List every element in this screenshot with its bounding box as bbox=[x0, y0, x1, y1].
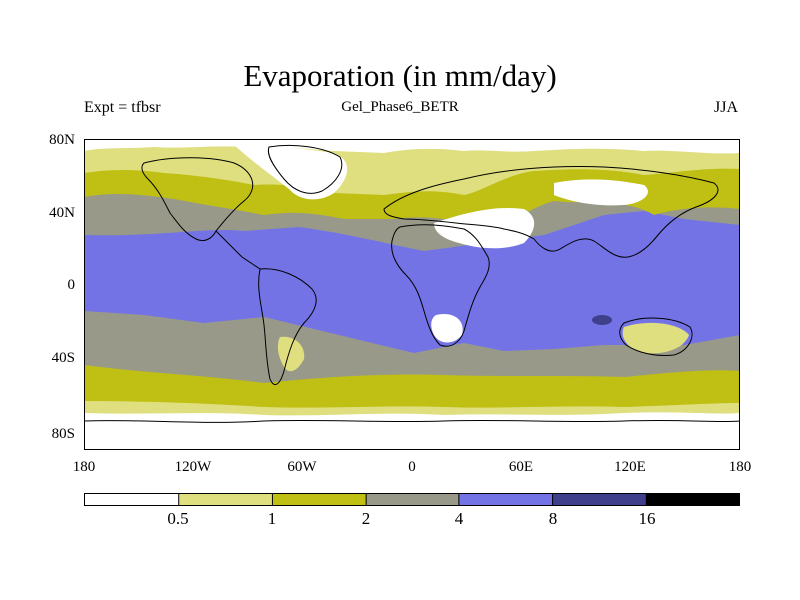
lat-label: 80S bbox=[51, 426, 75, 442]
colorbar-label: 1 bbox=[267, 509, 277, 528]
evaporation-map bbox=[84, 139, 740, 450]
colorbar-label: 16 bbox=[638, 509, 656, 528]
lon-label: 180 bbox=[728, 459, 752, 475]
colorbar-swatch bbox=[178, 494, 273, 505]
greenland-low bbox=[234, 144, 348, 200]
central-america-outline bbox=[215, 230, 261, 270]
lat-label: 80N bbox=[49, 132, 75, 148]
eurasia-outline bbox=[383, 166, 719, 258]
australia-outline bbox=[619, 317, 693, 356]
antarctica-outline bbox=[84, 419, 740, 423]
colorbar-label: 2 bbox=[361, 509, 371, 528]
sahara-arabia-low bbox=[434, 207, 535, 249]
coastlines bbox=[84, 144, 740, 423]
africa-outline bbox=[391, 224, 490, 347]
northern-lowest-band bbox=[84, 139, 740, 154]
australia-low bbox=[622, 322, 689, 354]
colorbar-label: 8 bbox=[548, 509, 558, 528]
colorbar-label: 0.5 bbox=[167, 509, 189, 528]
map-title: Evaporation (in mm/day) bbox=[243, 58, 557, 93]
lon-label: 60W bbox=[287, 459, 317, 475]
colorbar-swatch bbox=[646, 494, 739, 505]
colorbar-swatch bbox=[85, 494, 179, 505]
colorbar-swatch bbox=[272, 494, 367, 505]
map-frame bbox=[84, 139, 740, 450]
greenland-outline bbox=[267, 144, 343, 194]
colorbar-label: 4 bbox=[454, 509, 464, 528]
lon-label: 60E bbox=[508, 459, 534, 475]
south-america-outline bbox=[258, 268, 317, 386]
season-label: JJA bbox=[713, 99, 738, 116]
colorbar-swatch bbox=[366, 494, 459, 505]
experiment-label: Expt = tfbsr bbox=[84, 99, 161, 116]
lon-label: 120E bbox=[614, 459, 646, 475]
colorbar-swatch bbox=[458, 494, 553, 505]
south-america-low bbox=[277, 336, 305, 372]
lat-label: 40S bbox=[51, 350, 75, 366]
colorbar-swatch bbox=[552, 494, 647, 505]
map-subtitle: Gel_Phase6_BETR bbox=[341, 99, 459, 115]
very-high-spot bbox=[592, 315, 612, 325]
lon-label: 120W bbox=[174, 459, 212, 475]
lat-label: 0 bbox=[67, 277, 76, 293]
lon-label: 0 bbox=[408, 459, 416, 475]
southern-africa-low bbox=[431, 313, 463, 343]
lat-label: 40N bbox=[49, 205, 75, 221]
siberia-low bbox=[554, 179, 648, 206]
antarctica-lowest bbox=[84, 412, 740, 450]
colorbar bbox=[84, 493, 740, 506]
north-america-outline bbox=[141, 157, 254, 242]
lon-label: 180 bbox=[72, 459, 96, 475]
